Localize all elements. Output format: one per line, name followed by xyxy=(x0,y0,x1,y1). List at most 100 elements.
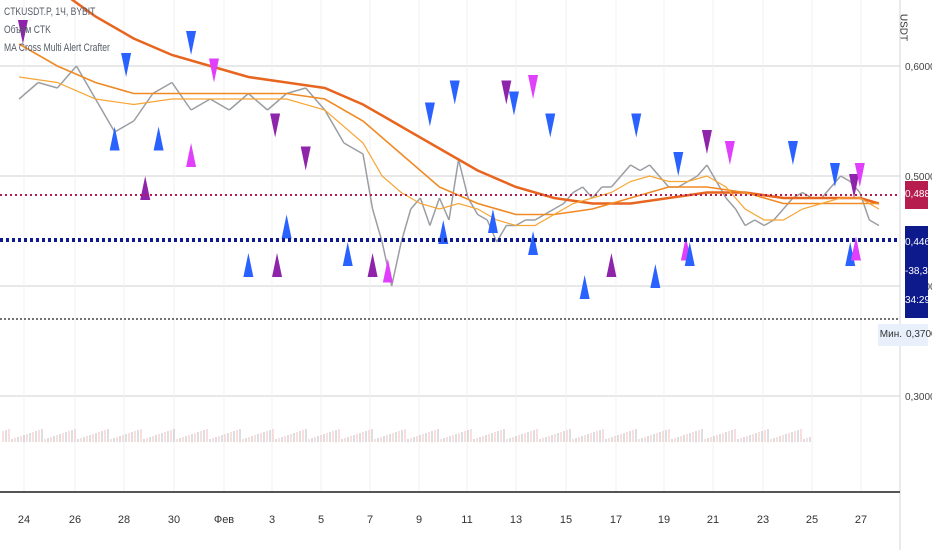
signal-down-purple xyxy=(701,130,712,154)
volume-bar xyxy=(641,438,643,442)
volume-bar xyxy=(434,430,436,442)
time-tick-label: 30 xyxy=(168,514,180,526)
signal-up-blue xyxy=(342,242,353,266)
volume-bar xyxy=(539,439,541,442)
volume-bar xyxy=(62,433,64,442)
volume-bar xyxy=(476,438,478,442)
volume-bar xyxy=(395,432,397,442)
volume-bar xyxy=(500,430,502,442)
volume-bar xyxy=(149,437,151,442)
price-segment xyxy=(620,164,632,177)
signal-up-blue xyxy=(109,126,120,151)
signal-down-magenta xyxy=(724,141,735,165)
volume-bar xyxy=(131,432,133,442)
volume-bar xyxy=(59,434,61,442)
current-price-tag: 0,4884 xyxy=(905,181,932,209)
volume-bar xyxy=(527,432,529,442)
volume-bar xyxy=(290,434,292,442)
volume-bar xyxy=(350,436,352,442)
volume-bar xyxy=(788,433,790,442)
ma-slow-line xyxy=(70,0,880,205)
signal-up-blue xyxy=(650,264,661,288)
marker-change-value: -38,31% xyxy=(905,265,932,277)
volume-bar xyxy=(299,431,301,442)
volume-bar xyxy=(80,438,82,442)
volume-bar xyxy=(329,432,331,442)
volume-bar xyxy=(161,433,163,442)
volume-bar xyxy=(269,430,271,442)
price-tick-label: 0,3000 xyxy=(905,392,932,403)
volume-bar xyxy=(284,436,286,442)
signal-down-magenta xyxy=(208,58,219,83)
volume-bar xyxy=(185,436,187,442)
volume-bar xyxy=(590,433,592,442)
price-segment xyxy=(266,92,288,111)
legend-indicator[interactable]: MA Cross Multi Alert Crafter xyxy=(4,42,110,54)
volume-bar xyxy=(674,438,676,442)
volume-bar xyxy=(407,439,409,442)
volume-bar xyxy=(206,429,208,442)
volume-bar xyxy=(191,434,193,442)
volume-bar xyxy=(809,437,811,442)
volume-bar xyxy=(353,435,355,442)
volume-bar xyxy=(320,435,322,442)
volume-bar xyxy=(467,430,469,442)
legend-symbol[interactable]: CTKUSDT.P, 1Ч, BYBIT xyxy=(4,6,96,18)
price-segment xyxy=(477,213,488,221)
volume-bar xyxy=(599,430,601,442)
volume-bar xyxy=(683,435,685,442)
volume-bar xyxy=(764,430,766,442)
volume-bar xyxy=(26,434,28,442)
volume-bar xyxy=(692,432,694,442)
volume-bar xyxy=(803,439,805,442)
volume-bar xyxy=(11,439,13,442)
time-tick-label: 11 xyxy=(461,514,472,526)
min-label-value: 0,3700 xyxy=(904,324,932,346)
volume-bar xyxy=(689,433,691,442)
volume-bar xyxy=(122,435,124,442)
volume-bar xyxy=(458,433,460,442)
volume-bar xyxy=(338,429,340,442)
volume-bar xyxy=(389,434,391,442)
time-tick-label: 21 xyxy=(707,514,719,526)
volume-bar xyxy=(569,429,571,442)
price-segment xyxy=(630,164,641,172)
min-label-tag: Мин. xyxy=(877,324,904,346)
volume-bar xyxy=(95,433,97,442)
volume-bar xyxy=(344,438,346,442)
time-tick-label: 9 xyxy=(416,514,422,526)
price-segment xyxy=(75,65,97,100)
volume-bar xyxy=(797,430,799,442)
volume-bar xyxy=(524,433,526,442)
price-segment xyxy=(190,98,211,111)
volume-bar xyxy=(83,437,85,442)
min-label: Мин. 0,3700 xyxy=(877,324,932,346)
volume-bar xyxy=(29,433,31,442)
time-tick-label: Фев xyxy=(214,514,234,526)
volume-bar xyxy=(731,430,733,442)
volume-bar xyxy=(266,431,268,442)
volume-bar xyxy=(152,436,154,442)
marker-price-tag: 0,4461 -38,31% 34:29 xyxy=(905,226,932,318)
signal-down-purple xyxy=(501,80,512,105)
price-segment xyxy=(390,241,402,287)
price-segment xyxy=(324,109,345,144)
price-segment xyxy=(706,164,718,182)
volume-bar xyxy=(305,429,307,442)
volume-bar xyxy=(740,438,742,442)
volume-bar xyxy=(437,429,439,442)
volume-bar xyxy=(470,429,472,442)
legend-volume[interactable]: Объем CTK xyxy=(4,24,51,36)
volume-bar xyxy=(38,430,40,442)
volume-bar xyxy=(698,430,700,442)
volume-bar xyxy=(32,432,34,442)
volume-bar xyxy=(443,438,445,442)
price-segment xyxy=(457,159,469,199)
volume-bar xyxy=(341,439,343,442)
signal-down-magenta xyxy=(528,75,539,99)
signal-down-blue xyxy=(121,53,132,77)
volume-bar xyxy=(611,437,613,442)
volume-bar xyxy=(680,436,682,442)
